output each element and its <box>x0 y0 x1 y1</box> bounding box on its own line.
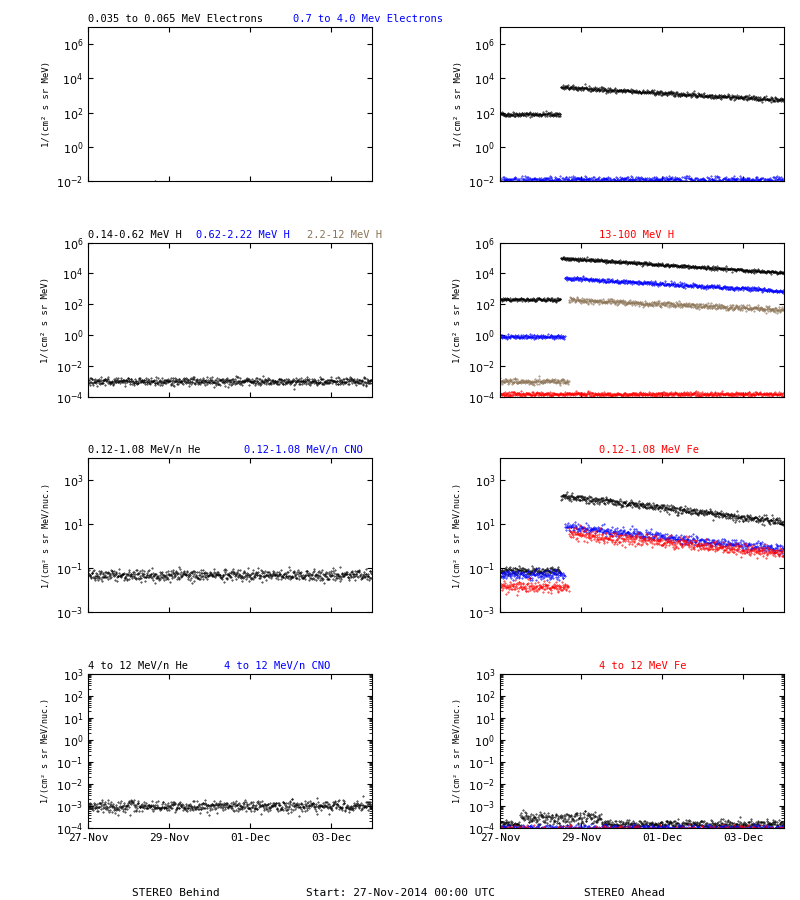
Text: 13-100 MeV H: 13-100 MeV H <box>599 230 674 239</box>
Text: 4 to 12 MeV/n He: 4 to 12 MeV/n He <box>88 661 188 670</box>
Text: 0.12-1.08 MeV/n He: 0.12-1.08 MeV/n He <box>88 446 201 455</box>
Text: 0.12-1.08 MeV/n CNO: 0.12-1.08 MeV/n CNO <box>244 446 363 455</box>
Y-axis label: 1/(cm² s sr MeV/nuc.): 1/(cm² s sr MeV/nuc.) <box>454 482 462 588</box>
Text: 2.2-12 MeV H: 2.2-12 MeV H <box>306 230 382 239</box>
Text: STEREO Behind: STEREO Behind <box>132 887 220 897</box>
Text: 0.12-1.08 MeV Fe: 0.12-1.08 MeV Fe <box>599 446 699 455</box>
Y-axis label: 1/(cm² s sr MeV): 1/(cm² s sr MeV) <box>453 276 462 363</box>
Y-axis label: 1/(cm² s sr MeV/nuc.): 1/(cm² s sr MeV/nuc.) <box>42 698 50 804</box>
Text: 4 to 12 MeV Fe: 4 to 12 MeV Fe <box>599 661 687 670</box>
Text: STEREO Ahead: STEREO Ahead <box>583 887 665 897</box>
Text: 0.62-2.22 MeV H: 0.62-2.22 MeV H <box>196 230 290 239</box>
Text: Start: 27-Nov-2014 00:00 UTC: Start: 27-Nov-2014 00:00 UTC <box>306 887 494 897</box>
Text: 0.035 to 0.065 MeV Electrons: 0.035 to 0.065 MeV Electrons <box>88 14 263 24</box>
Text: 0.14-0.62 MeV H: 0.14-0.62 MeV H <box>88 230 182 239</box>
Y-axis label: 1/(cm² s sr MeV): 1/(cm² s sr MeV) <box>42 276 50 363</box>
Y-axis label: 1/(cm² s sr MeV): 1/(cm² s sr MeV) <box>454 61 462 147</box>
Text: 0.7 to 4.0 Mev Electrons: 0.7 to 4.0 Mev Electrons <box>293 14 442 24</box>
Y-axis label: 1/(cm² s sr MeV/nuc.): 1/(cm² s sr MeV/nuc.) <box>453 698 462 804</box>
Text: 4 to 12 MeV/n CNO: 4 to 12 MeV/n CNO <box>224 661 330 670</box>
Y-axis label: 1/(cm² s sr MeV): 1/(cm² s sr MeV) <box>42 61 50 147</box>
Y-axis label: 1/(cm² s sr MeV/nuc.): 1/(cm² s sr MeV/nuc.) <box>42 482 50 588</box>
